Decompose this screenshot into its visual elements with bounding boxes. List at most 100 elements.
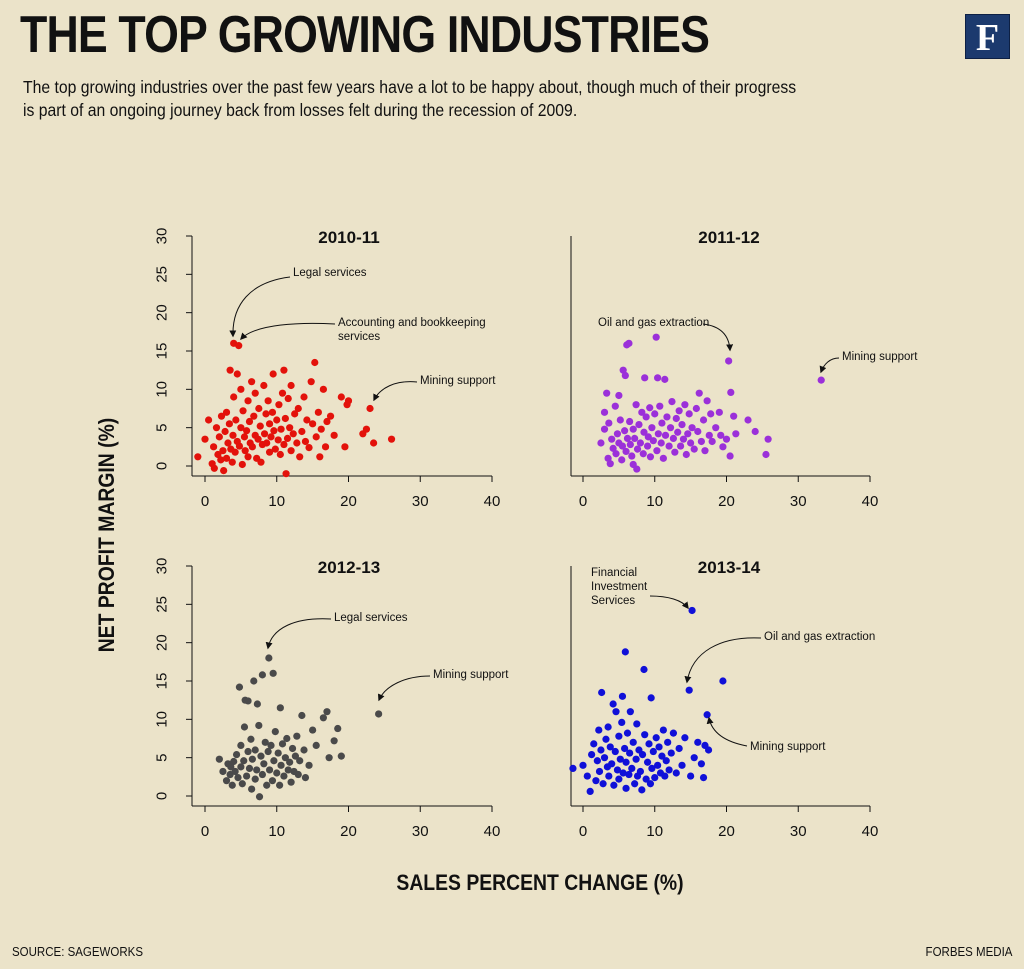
data-point [687,439,695,447]
data-point [247,735,255,743]
annotation-line: Financial [591,567,637,579]
data-point [646,453,655,461]
data-point [613,766,622,774]
data-point [703,397,711,405]
data-point [646,404,654,412]
data-point [633,720,641,728]
data-point [309,420,317,428]
data-point [235,683,244,691]
data-point [656,402,664,410]
data-point [707,410,715,418]
data-point [586,787,594,796]
x-tick-label: 10 [646,823,663,840]
annotation-line: Mining support [842,351,918,363]
data-point [341,443,349,451]
data-point [817,376,825,384]
data-point [675,407,683,415]
data-point [291,410,299,418]
data-point [337,393,345,401]
data-point [658,419,666,427]
data-point [642,413,650,421]
data-point [598,688,606,697]
annotation-label: Mining support [420,375,496,387]
data-point [231,767,239,776]
annotation-line: Mining support [420,375,496,387]
data-point [694,738,702,746]
y-tick-label: 10 [154,381,171,398]
data-point [665,766,673,774]
data-point [690,445,698,453]
data-point [219,447,227,455]
data-point [269,370,277,378]
data-point [230,393,238,401]
x-tick-label: 30 [412,823,429,840]
data-point [334,724,342,733]
annotation-line: services [338,331,380,343]
data-point [217,456,225,464]
data-point [274,436,282,444]
data-point [626,417,634,426]
data-point [662,757,670,765]
annotation-arrow [649,595,689,610]
data-point [233,370,241,378]
data-point [622,447,630,456]
data-point [688,606,696,615]
data-point [264,397,272,405]
x-tick-label: 30 [790,493,807,510]
data-point [658,752,666,760]
annotation-label: Oil and gas extraction [598,317,709,329]
data-point [666,424,675,432]
data-point [712,424,720,432]
data-point [255,721,263,730]
data-point [204,416,213,424]
data-point [250,412,258,420]
data-point [681,734,689,742]
data-point [719,443,727,451]
data-point [661,431,670,439]
annotation-label: Legal services [334,612,408,624]
data-point [281,414,289,423]
data-point [623,434,632,442]
x-tick-label: 40 [484,823,501,840]
data-point [636,767,645,776]
data-point [269,669,277,677]
data-point [312,433,320,441]
panel-2010-11: 0 5 10 15 20 25 30 0 10 20 30 40 2010-11 Legal servic… [154,228,501,510]
data-point [618,442,627,450]
data-point [251,775,259,783]
data-point [623,729,632,737]
data-point [251,746,259,754]
data-point [287,381,295,390]
data-point [625,770,633,779]
x-tick-label: 30 [412,493,429,510]
data-point [271,445,279,453]
data-point [603,389,611,397]
data-point [280,772,288,780]
data-point [642,775,650,783]
data-point [293,732,301,740]
y-tick-label: 25 [154,596,171,613]
y-tick-label: 5 [154,423,171,431]
data-point [609,444,617,452]
data-point [704,746,713,754]
data-point [300,746,308,754]
data-point [243,427,251,435]
data-point [275,401,283,409]
data-point [276,781,284,789]
forbes-logo[interactable]: F [965,14,1010,59]
x-tick-label: 10 [268,493,285,510]
data-point [626,440,634,449]
data-point [618,456,626,464]
data-point [288,744,297,753]
annotation-label: Financial Investment Services [591,567,648,607]
data-point [387,435,396,443]
data-point [301,774,310,782]
panel-title: 2010-11 [318,228,379,247]
annotation-label: Mining support [842,351,918,363]
data-point [692,404,700,413]
x-tick-label: 40 [862,823,879,840]
panel-title: 2012-13 [318,558,380,577]
data-point [293,439,301,447]
data-point [245,764,254,773]
data-point [667,749,675,757]
